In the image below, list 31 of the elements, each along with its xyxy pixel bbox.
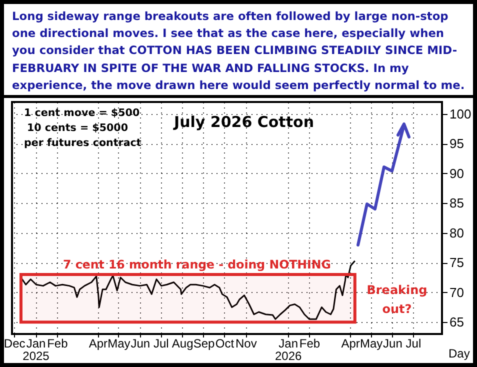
x-axis-title: Day <box>448 346 470 360</box>
y-tick-label: 65 <box>450 314 464 330</box>
annotation: 10 cents = $5000 <box>27 122 128 134</box>
annotation: 1 cent move = $500 <box>24 107 140 119</box>
x-tick-label: Aug <box>172 336 194 350</box>
chart-subtitle: Long sideway range breakouts are often followed by large non-stop one directional moves. I see that as the case here, especially when you consider that COTTON HAS BEEN CLIMBING STEADILY SINCE MID-FEBRUARY IN SPITE OF THE WAR AND FALLING STOCKS. In my experience, the move drawn here would seem perfectly normal to me. <box>4 4 473 98</box>
x-tick-label: Jul <box>406 336 422 350</box>
x-tick-label: May <box>108 336 130 350</box>
y-tick-label: 90 <box>450 166 464 181</box>
x-tick-label: Dec <box>4 336 26 350</box>
y-tick-label: 70 <box>450 284 464 300</box>
text: July 2026 Cotton <box>172 113 314 131</box>
annotation: Breaking out? <box>366 283 428 316</box>
x-tick-label: May <box>360 336 383 350</box>
x-tick-label: Jun <box>130 336 150 350</box>
y-tick-label: 95 <box>450 136 464 152</box>
y-tick-label: 75 <box>450 255 464 270</box>
x-tick-label: Sep <box>193 336 215 350</box>
y-tick-label: 85 <box>450 196 464 211</box>
x-tick-label: Jul <box>153 336 169 350</box>
band-label: 7 cent 16 month range - doing NOTHING <box>63 258 331 272</box>
x-tick-label: Apr <box>88 336 108 350</box>
x-tick-label: Jun <box>383 336 402 350</box>
y-tick-label: 80 <box>450 225 464 240</box>
x-tick-label: Nov <box>235 336 257 350</box>
annotation: per futures contract <box>24 137 142 149</box>
x-tick-label: Apr <box>341 336 360 350</box>
y-tick-label: 100 <box>450 106 472 122</box>
x-tick-label: Feb <box>47 336 68 350</box>
x-tick-label: Oct <box>215 336 235 350</box>
x-tick-label: Feb <box>299 336 320 350</box>
